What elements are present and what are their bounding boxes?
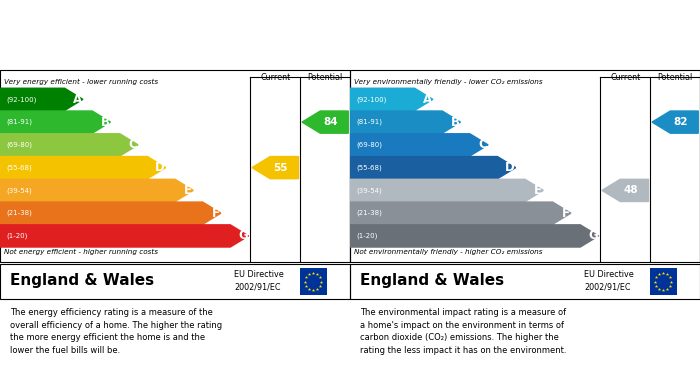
- Polygon shape: [302, 111, 349, 133]
- Text: C: C: [128, 138, 137, 151]
- Polygon shape: [350, 134, 488, 156]
- Text: B: B: [101, 116, 109, 129]
- Text: (81-91): (81-91): [356, 119, 382, 126]
- Text: F: F: [561, 207, 569, 220]
- Text: F: F: [211, 207, 219, 220]
- Text: Very energy efficient - lower running costs: Very energy efficient - lower running co…: [4, 79, 158, 85]
- Text: England & Wales: England & Wales: [10, 273, 155, 288]
- Text: A: A: [423, 93, 432, 106]
- Text: Environmental Impact (CO₂) Rating: Environmental Impact (CO₂) Rating: [355, 47, 587, 61]
- Text: Energy Efficiency Rating: Energy Efficiency Rating: [6, 47, 168, 61]
- Polygon shape: [0, 156, 166, 179]
- Text: (21-38): (21-38): [6, 210, 32, 216]
- Text: Not environmentally friendly - higher CO₂ emissions: Not environmentally friendly - higher CO…: [354, 249, 542, 255]
- Polygon shape: [0, 179, 193, 201]
- Polygon shape: [350, 88, 433, 110]
- Text: Potential: Potential: [657, 73, 693, 82]
- Bar: [650, 268, 677, 295]
- Polygon shape: [350, 202, 571, 224]
- Text: (92-100): (92-100): [6, 96, 36, 102]
- Text: (21-38): (21-38): [356, 210, 382, 216]
- Text: EU Directive
2002/91/EC: EU Directive 2002/91/EC: [584, 270, 634, 292]
- Polygon shape: [0, 225, 248, 247]
- Text: E: E: [534, 184, 542, 197]
- Text: (1-20): (1-20): [356, 233, 378, 239]
- Text: 82: 82: [673, 117, 688, 127]
- Text: The energy efficiency rating is a measure of the
overall efficiency of a home. T: The energy efficiency rating is a measur…: [10, 308, 223, 355]
- Text: Current: Current: [260, 73, 290, 82]
- Text: Very environmentally friendly - lower CO₂ emissions: Very environmentally friendly - lower CO…: [354, 79, 542, 85]
- Text: C: C: [478, 138, 487, 151]
- Polygon shape: [350, 179, 543, 201]
- Polygon shape: [0, 134, 138, 156]
- Text: Not energy efficient - higher running costs: Not energy efficient - higher running co…: [4, 249, 158, 255]
- Text: Current: Current: [610, 73, 640, 82]
- Bar: [300, 268, 327, 295]
- Text: G: G: [238, 230, 248, 242]
- Text: (92-100): (92-100): [356, 96, 386, 102]
- Text: (55-68): (55-68): [356, 164, 382, 171]
- Polygon shape: [350, 225, 598, 247]
- Text: A: A: [73, 93, 82, 106]
- Text: 48: 48: [624, 185, 638, 196]
- Text: England & Wales: England & Wales: [360, 273, 505, 288]
- Text: 84: 84: [323, 117, 338, 127]
- Text: D: D: [155, 161, 165, 174]
- Text: (1-20): (1-20): [6, 233, 28, 239]
- Text: D: D: [505, 161, 515, 174]
- Text: (39-54): (39-54): [356, 187, 382, 194]
- Text: (69-80): (69-80): [356, 142, 382, 148]
- Text: E: E: [184, 184, 192, 197]
- Polygon shape: [350, 111, 461, 133]
- Polygon shape: [652, 111, 699, 133]
- Text: EU Directive
2002/91/EC: EU Directive 2002/91/EC: [234, 270, 284, 292]
- Text: G: G: [588, 230, 598, 242]
- Text: (55-68): (55-68): [6, 164, 32, 171]
- Text: Potential: Potential: [307, 73, 343, 82]
- Text: (39-54): (39-54): [6, 187, 32, 194]
- Polygon shape: [350, 156, 516, 179]
- Text: (81-91): (81-91): [6, 119, 32, 126]
- Polygon shape: [0, 202, 221, 224]
- Text: The environmental impact rating is a measure of
a home's impact on the environme: The environmental impact rating is a mea…: [360, 308, 567, 355]
- Text: 55: 55: [274, 163, 288, 173]
- Text: (69-80): (69-80): [6, 142, 32, 148]
- Polygon shape: [0, 88, 83, 110]
- Text: B: B: [451, 116, 459, 129]
- Polygon shape: [602, 179, 648, 201]
- Polygon shape: [0, 111, 111, 133]
- Polygon shape: [252, 156, 298, 179]
